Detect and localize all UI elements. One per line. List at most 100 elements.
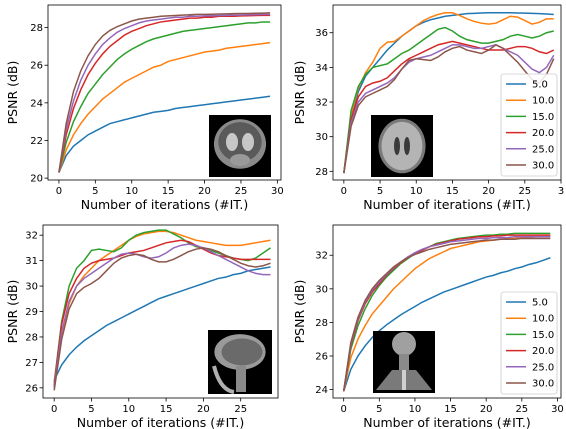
x-tick-label: 15 bbox=[446, 186, 459, 197]
inset-image bbox=[371, 115, 433, 177]
x-axis-label: Number of iterations (#IT.) bbox=[81, 197, 249, 212]
x-tick-label: 5 bbox=[377, 186, 383, 197]
mri-brain-shape bbox=[381, 121, 423, 171]
y-tick-label: 34 bbox=[315, 63, 328, 74]
series-line bbox=[343, 43, 555, 174]
series-line bbox=[342, 232, 551, 392]
series-line bbox=[342, 236, 551, 392]
y-axis-label: PSNR (dB) bbox=[292, 280, 307, 344]
series-line bbox=[58, 12, 271, 173]
x-tick-label: 25 bbox=[518, 186, 531, 197]
y-tick-label: 28 bbox=[25, 332, 38, 343]
series-line bbox=[343, 12, 554, 174]
mri-white-matter-left bbox=[226, 133, 238, 151]
mri-neck-shape bbox=[399, 354, 409, 374]
chart-panel: 0 5 10 15 20 25 26 27 28 29 30 31 32 Number of iterat… bbox=[5, 224, 279, 429]
x-tick-label: 0 bbox=[341, 186, 347, 197]
legend-label: 10.0 bbox=[532, 96, 554, 107]
y-tick-label: 27 bbox=[25, 358, 38, 369]
x-tick-label: 10 bbox=[410, 186, 423, 197]
series-line bbox=[53, 266, 271, 381]
x-tick-label: 20 bbox=[198, 186, 211, 197]
x-tick-label: 20 bbox=[480, 404, 493, 415]
x-tick-label: 10 bbox=[125, 186, 138, 197]
legend-label: 20.0 bbox=[532, 346, 554, 357]
series-line bbox=[343, 44, 555, 174]
x-tick-label: 5 bbox=[88, 404, 94, 415]
x-tick-label: 15 bbox=[444, 404, 457, 415]
x-tick-label: 15 bbox=[162, 186, 175, 197]
mri-spine-shape bbox=[402, 370, 406, 390]
x-axis-label: Number of iterations (#IT.) bbox=[363, 415, 531, 429]
series-line bbox=[58, 95, 271, 173]
plot-frame bbox=[332, 4, 562, 181]
y-tick-label: 32 bbox=[315, 251, 328, 262]
y-tick-label: 26 bbox=[25, 383, 38, 394]
x-tick-label: 5 bbox=[376, 404, 382, 415]
mri-white-matter-right bbox=[242, 133, 254, 151]
y-tick-label: 30 bbox=[315, 284, 328, 295]
x-axis-label: Number of iterations (#IT.) bbox=[77, 415, 245, 429]
x-tick-label: 3 bbox=[558, 186, 564, 197]
plot-frame bbox=[332, 224, 562, 399]
chart-panel: 0 5 10 15 20 25 3 28 30 32 34 36 Number of iteration… bbox=[292, 4, 564, 212]
legend: 5.0 10.0 15.0 20.0 25.0 30.0 bbox=[500, 73, 558, 177]
y-tick-label: 28 bbox=[315, 167, 328, 178]
x-axis-label: Number of iterations (#IT.) bbox=[363, 197, 531, 212]
x-tick-label: 0 bbox=[341, 404, 347, 415]
x-tick-label: 15 bbox=[160, 404, 173, 415]
y-axis-label: PSNR (dB) bbox=[5, 280, 20, 344]
plot-frame bbox=[47, 4, 282, 181]
legend-label: 5.0 bbox=[532, 298, 548, 309]
legend-label: 30.0 bbox=[532, 161, 554, 172]
legend-label: 25.0 bbox=[532, 144, 554, 155]
series-line bbox=[58, 13, 271, 173]
x-tick-label: 10 bbox=[122, 404, 135, 415]
y-tick-label: 26 bbox=[315, 352, 328, 363]
x-tick-label: 20 bbox=[197, 404, 210, 415]
y-tick-label: 30 bbox=[25, 282, 38, 293]
series-line bbox=[58, 41, 271, 173]
x-tick-label: 30 bbox=[551, 404, 564, 415]
x-tick-label: 5 bbox=[92, 186, 98, 197]
y-tick-label: 24 bbox=[315, 385, 328, 396]
inset-image bbox=[208, 330, 272, 394]
y-tick-label: 22 bbox=[30, 136, 43, 147]
mri-brainstem-shape bbox=[230, 154, 250, 166]
x-tick-label: 25 bbox=[515, 404, 528, 415]
y-tick-label: 32 bbox=[315, 98, 328, 109]
legend-label: 20.0 bbox=[532, 128, 554, 139]
mri-face-shape bbox=[212, 365, 235, 394]
inset-image bbox=[373, 331, 435, 393]
y-tick-label: 36 bbox=[315, 28, 328, 39]
y-tick-label: 28 bbox=[315, 318, 328, 329]
mri-ventricle-right bbox=[404, 137, 410, 155]
y-tick-label: 26 bbox=[30, 61, 43, 72]
legend-label: 15.0 bbox=[532, 112, 554, 123]
series-line bbox=[53, 243, 271, 388]
series-line bbox=[53, 239, 271, 386]
series-line bbox=[53, 247, 271, 391]
series-line bbox=[343, 12, 554, 174]
mri-brain-shape bbox=[218, 122, 262, 162]
series-line bbox=[342, 236, 551, 392]
y-axis-label: PSNR (dB) bbox=[292, 61, 307, 125]
legend-label: 25.0 bbox=[532, 362, 554, 373]
x-tick-label: 10 bbox=[409, 404, 422, 415]
y-tick-label: 31 bbox=[25, 256, 38, 267]
y-tick-label: 30 bbox=[315, 132, 328, 143]
legend-label: 30.0 bbox=[532, 379, 554, 390]
x-tick-label: 0 bbox=[56, 186, 62, 197]
legend-label: 5.0 bbox=[532, 80, 548, 91]
x-tick-label: 20 bbox=[482, 186, 495, 197]
y-tick-label: 24 bbox=[30, 98, 43, 109]
legend-label: 10.0 bbox=[532, 314, 554, 325]
x-tick-label: 25 bbox=[235, 186, 248, 197]
legend-label: 15.0 bbox=[532, 330, 554, 341]
y-tick-label: 20 bbox=[30, 174, 43, 185]
series-line bbox=[58, 21, 271, 173]
inset-image bbox=[209, 115, 271, 177]
chart-panel: 0 5 10 15 20 25 30 20 22 24 26 28 Number of iteratio… bbox=[5, 4, 284, 212]
y-tick-label: 32 bbox=[25, 231, 38, 242]
x-tick-label: 30 bbox=[271, 186, 284, 197]
